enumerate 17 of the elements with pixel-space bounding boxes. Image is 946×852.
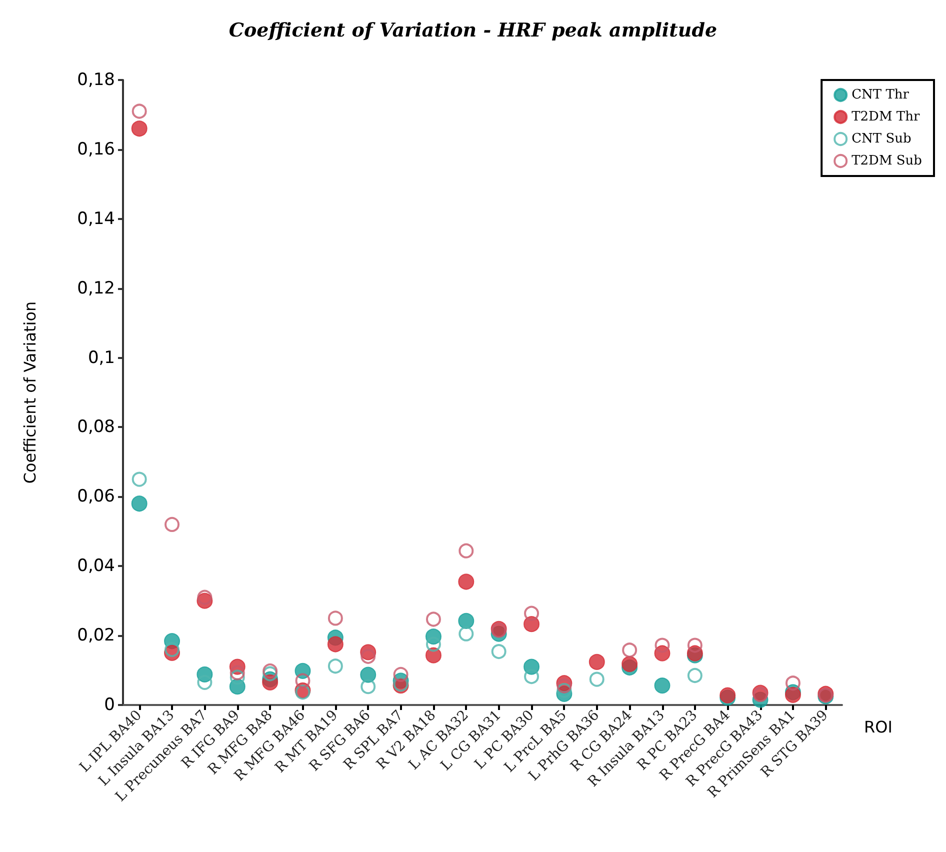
y-tick-label: 0,08	[77, 417, 115, 438]
y-tick-label: 0,18	[77, 70, 115, 90]
chart-title: Coefficient of Variation - HRF peak amplitude	[228, 20, 718, 42]
y-tick-label: 0,1	[88, 348, 115, 368]
y-tick-label: 0,12	[77, 278, 115, 298]
y-tick-label: 0	[104, 695, 115, 715]
y-tick-label: 0,14	[77, 208, 115, 229]
y-axis-title: Coefficient of Variation	[20, 301, 40, 484]
legend-label: T2DM Sub	[852, 154, 922, 168]
y-tick-label: 0,16	[77, 139, 115, 160]
y-tick-label: 0,06	[77, 486, 115, 507]
y-tick-label: 0,02	[77, 626, 115, 646]
legend-label: CNT Sub	[852, 132, 912, 146]
legend-label: CNT Thr	[852, 88, 910, 102]
legend-label: T2DM Thr	[852, 110, 920, 124]
y-tick-label: 0,04	[77, 556, 115, 576]
x-axis-title: ROI	[864, 718, 892, 736]
